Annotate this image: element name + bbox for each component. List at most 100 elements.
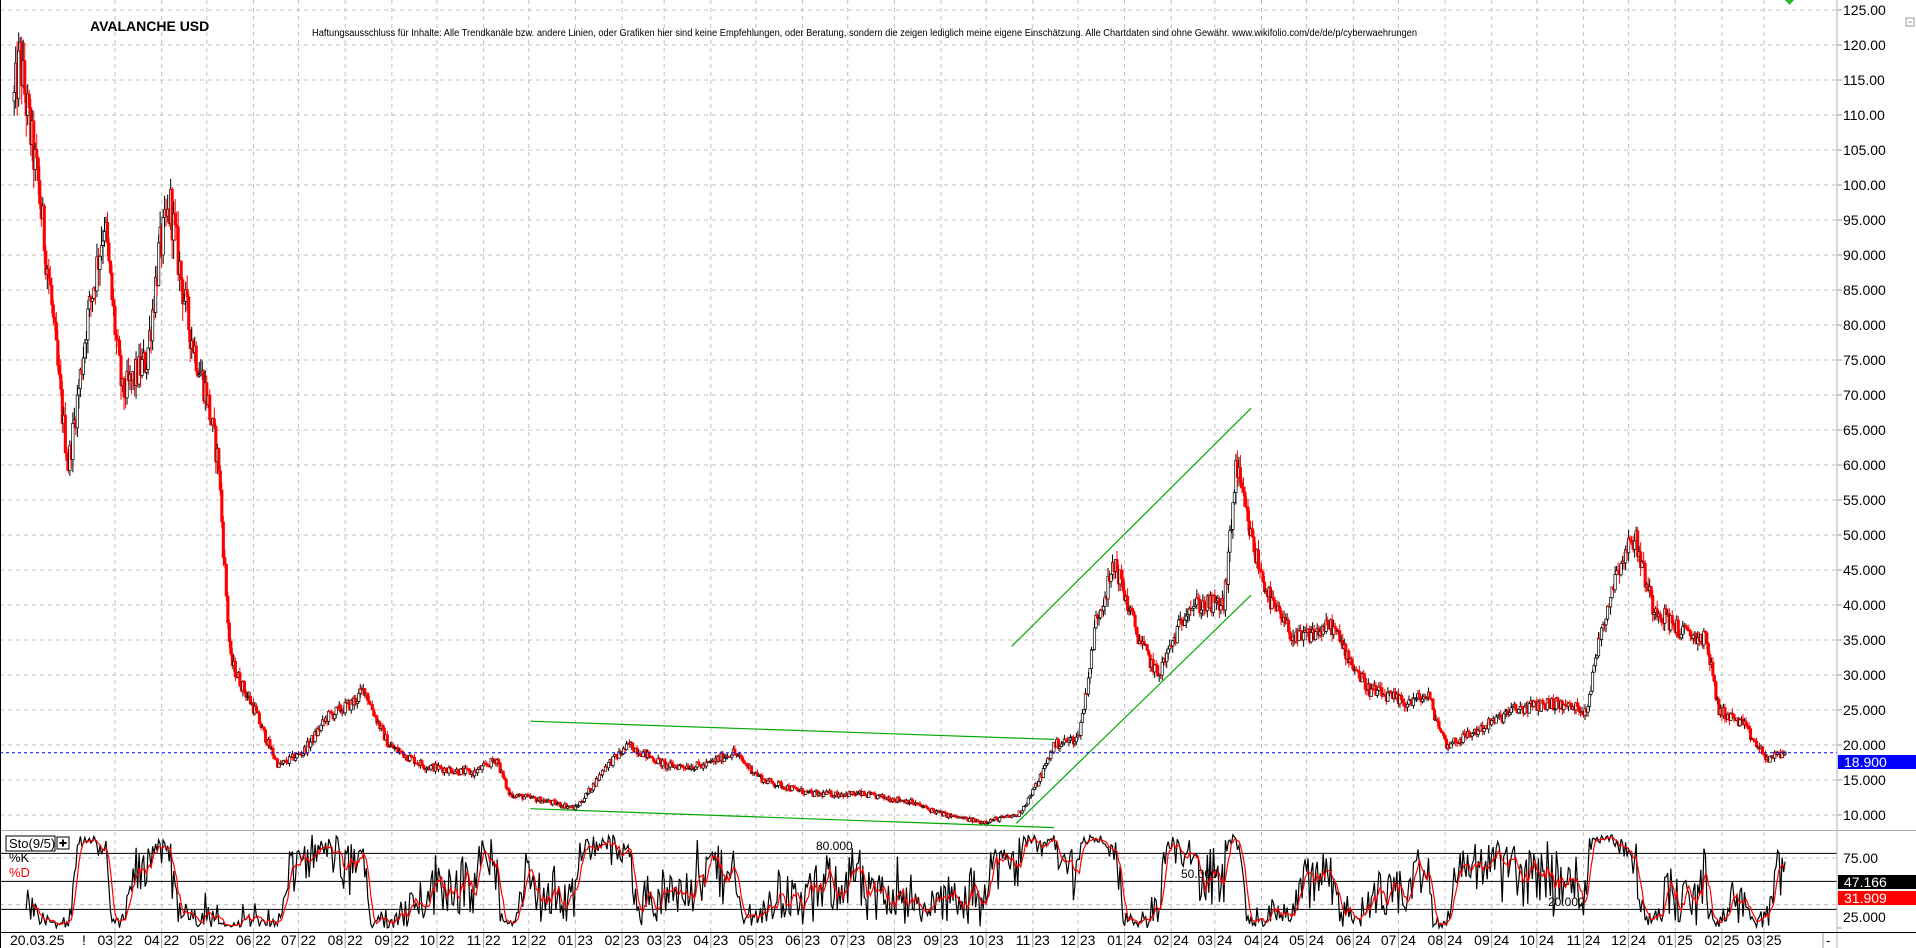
candle-body	[90, 298, 94, 302]
candle-body	[1338, 630, 1342, 642]
candle-body	[1619, 563, 1623, 576]
candle-body	[1261, 571, 1265, 583]
candle-body	[998, 817, 1002, 822]
date-tick-label: 09 24	[1474, 932, 1509, 948]
candle-body	[257, 712, 261, 724]
candle-body	[36, 157, 40, 181]
candle-body	[1399, 694, 1403, 700]
candle-body	[1177, 619, 1181, 627]
date-tick-label: 04 22	[144, 932, 179, 948]
level-20-label: 20.000	[1548, 895, 1585, 909]
candle-body	[1783, 752, 1787, 755]
stoch-tick-label: 25.000	[1843, 909, 1886, 925]
candle-body	[226, 595, 230, 624]
candle-body	[638, 752, 642, 756]
candle-body	[102, 231, 107, 242]
candle-body	[75, 394, 79, 429]
candle-body	[625, 743, 629, 750]
candle-body	[1760, 746, 1765, 755]
candle-body	[101, 240, 105, 246]
candle-body	[284, 759, 289, 763]
candle-body	[57, 364, 61, 375]
scroll-button[interactable]: -	[1826, 933, 1830, 948]
candle-body	[1145, 643, 1149, 651]
candle-body	[1278, 605, 1282, 611]
candle-body	[42, 205, 46, 252]
date-tick-label: 12 22	[511, 932, 546, 948]
trendline	[530, 808, 1054, 829]
date-tick-label: 11 24	[1566, 932, 1600, 948]
candle-body	[1592, 665, 1596, 673]
candle-body	[1350, 658, 1354, 666]
candle-body	[1633, 540, 1637, 550]
k-label: %K	[9, 850, 30, 865]
date-tick-label: 03 25	[1747, 932, 1782, 948]
candle-body	[813, 791, 817, 797]
candle-body	[367, 700, 371, 705]
indicator-name-box[interactable]	[5, 835, 56, 852]
candle-body	[1586, 706, 1590, 713]
candle-body	[108, 260, 113, 274]
candle-body	[1442, 732, 1446, 736]
candle-body	[1443, 735, 1447, 740]
candle-body	[77, 388, 81, 396]
candle-body	[1711, 661, 1715, 676]
candle-body	[181, 279, 185, 305]
d-line	[31, 836, 1786, 927]
candle-body	[1405, 703, 1410, 708]
candle-body	[1604, 618, 1608, 626]
candle-body	[456, 769, 460, 775]
date-tick-label: 08 23	[877, 932, 912, 948]
candle-body	[1326, 619, 1330, 626]
candle-body	[185, 289, 189, 298]
candle-body	[1596, 637, 1601, 657]
candle-body	[1744, 720, 1748, 726]
candle-body	[918, 802, 922, 806]
candle-body	[1494, 716, 1498, 724]
candle-body	[910, 799, 914, 805]
candle-body	[151, 309, 155, 342]
candle-body	[1240, 481, 1244, 488]
candle-body	[1288, 631, 1292, 640]
candle-body	[1517, 708, 1521, 714]
candle-body	[217, 447, 221, 472]
candle-body	[1120, 569, 1124, 580]
candle-body	[1130, 607, 1134, 612]
candle-body	[385, 734, 389, 747]
candle-body	[888, 797, 892, 802]
candle-body	[1723, 707, 1727, 719]
date-tick-label: 07 23	[830, 932, 865, 948]
date-tick-label: 02 23	[605, 932, 640, 948]
price-tick-label: 40.000	[1843, 597, 1886, 613]
candle-body	[1402, 702, 1406, 707]
candle-body	[1609, 597, 1613, 608]
candle-body	[179, 260, 183, 281]
candle-body	[54, 321, 58, 341]
candle-body	[1590, 671, 1595, 692]
candle-body	[1417, 693, 1422, 698]
date-tick-label: 04 24	[1244, 932, 1279, 948]
candle-body	[1679, 633, 1683, 639]
price-tick-label: 115.00	[1843, 72, 1885, 88]
candle-body	[1232, 492, 1236, 503]
candle-body	[1613, 574, 1617, 591]
date-start-label: 20.03.25	[10, 932, 65, 948]
k-value-label: 47.166	[1844, 874, 1887, 890]
candle-body	[1691, 634, 1695, 639]
candle-body	[1363, 678, 1367, 690]
price-tick-label: 45.000	[1843, 562, 1886, 578]
candle-body	[1754, 740, 1759, 748]
candle-body	[1226, 551, 1230, 585]
candle-body	[1160, 661, 1164, 676]
collapse-button[interactable]	[1905, 17, 1915, 27]
candle-body	[1386, 692, 1390, 702]
date-tick-label: 04 23	[693, 932, 728, 948]
candle-body	[1133, 614, 1137, 628]
date-tick-label: 03 22	[97, 932, 132, 948]
candle-body	[1502, 713, 1506, 723]
date-tick-label: 05 23	[738, 932, 773, 948]
candle-body	[1238, 467, 1242, 483]
candle-body	[173, 213, 177, 226]
candle-body	[309, 741, 313, 748]
